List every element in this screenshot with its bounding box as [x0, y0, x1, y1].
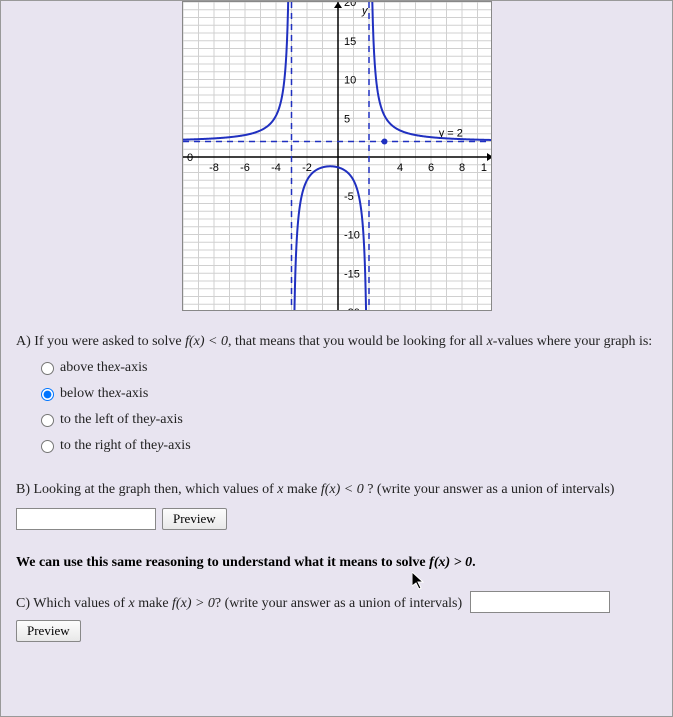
qc-mid: make — [135, 596, 172, 611]
qa-func: f(x) < 0 — [185, 334, 228, 349]
svg-text:10: 10 — [344, 75, 356, 87]
qc-prefix: C) Which values of — [16, 596, 129, 611]
qa-end: -values where your graph is: — [493, 334, 652, 349]
svg-text:15: 15 — [344, 36, 356, 48]
question-c-input[interactable] — [470, 591, 610, 613]
svg-text:-10: -10 — [344, 230, 360, 242]
qb-mid: make — [284, 482, 321, 497]
qb-func: f(x) < 0 — [321, 482, 364, 497]
svg-text:20: 20 — [344, 1, 356, 9]
radio-option-0[interactable]: above the x-axis — [41, 360, 657, 376]
svg-text:0: 0 — [187, 152, 193, 164]
svg-text:6: 6 — [427, 162, 433, 174]
question-a-prompt: A) If you were asked to solve f(x) < 0, … — [16, 331, 657, 352]
radio-label-pre: to the right of the — [60, 438, 157, 454]
question-b-prompt: B) Looking at the graph then, which valu… — [16, 479, 657, 500]
radio-input-1[interactable] — [41, 388, 54, 401]
question-c-prompt: C) Which values of x make f(x) > 0? (wri… — [16, 596, 610, 611]
question-c-preview-button[interactable]: Preview — [16, 620, 81, 642]
radio-label-pre: above the — [60, 360, 114, 376]
question-b-input[interactable] — [16, 508, 156, 530]
question-a-options: above the x-axis below the x-axis to the l… — [16, 360, 657, 454]
qb-suffix: ? (write your answer as a union of inter… — [364, 482, 615, 497]
svg-text:y: y — [361, 5, 369, 17]
question-c: C) Which values of x make f(x) > 0? (wri… — [16, 591, 657, 642]
graph-wrapper: -8-6-4-2468-20-15-10-5510152001yy = 2 — [16, 1, 657, 311]
radio-input-2[interactable] — [41, 414, 54, 427]
qa-prefix: A) If you were asked to solve — [16, 334, 185, 349]
radio-input-0[interactable] — [41, 362, 54, 375]
reasoning-statement: We can use this same reasoning to unders… — [16, 555, 657, 571]
radio-option-3[interactable]: to the right of the y-axis — [41, 438, 657, 454]
function-graph: -8-6-4-2468-20-15-10-5510152001yy = 2 — [182, 1, 492, 311]
radio-input-3[interactable] — [41, 440, 54, 453]
question-c-preview-row: Preview — [16, 620, 657, 642]
svg-text:-6: -6 — [240, 162, 250, 174]
svg-text:-20: -20 — [344, 307, 360, 311]
question-b: B) Looking at the graph then, which valu… — [16, 479, 657, 530]
radio-label-post: -axis — [120, 360, 147, 376]
mid-prefix: We can use this same reasoning to unders… — [16, 555, 429, 570]
svg-text:5: 5 — [344, 113, 350, 125]
qb-prefix: B) Looking at the graph then, which valu… — [16, 482, 277, 497]
radio-option-2[interactable]: to the left of the y-axis — [41, 412, 657, 428]
radio-label-pre: to the left of the — [60, 412, 149, 428]
question-b-input-row: Preview — [16, 508, 657, 530]
svg-text:-5: -5 — [344, 191, 354, 203]
question-b-preview-button[interactable]: Preview — [162, 508, 227, 530]
radio-option-1[interactable]: below the x-axis — [41, 386, 657, 402]
qa-suffix: , that means that you would be looking f… — [228, 334, 487, 349]
mid-func: f(x) > 0 — [429, 555, 472, 570]
svg-text:8: 8 — [458, 162, 464, 174]
svg-text:-8: -8 — [209, 162, 219, 174]
question-a: A) If you were asked to solve f(x) < 0, … — [16, 331, 657, 454]
svg-text:1: 1 — [480, 162, 486, 174]
page-container: -8-6-4-2468-20-15-10-5510152001yy = 2 A)… — [0, 0, 673, 717]
svg-text:4: 4 — [396, 162, 402, 174]
radio-label-post: -axis — [156, 412, 183, 428]
svg-text:-4: -4 — [271, 162, 281, 174]
qc-func: f(x) > 0 — [172, 596, 215, 611]
radio-label-post: -axis — [121, 386, 148, 402]
radio-label-post: -axis — [163, 438, 190, 454]
svg-text:-15: -15 — [344, 268, 360, 280]
svg-text:-2: -2 — [302, 162, 312, 174]
qc-suffix: ? (write your answer as a union of inter… — [215, 596, 462, 611]
mid-suffix: . — [472, 555, 476, 570]
radio-label-pre: below the — [60, 386, 115, 402]
